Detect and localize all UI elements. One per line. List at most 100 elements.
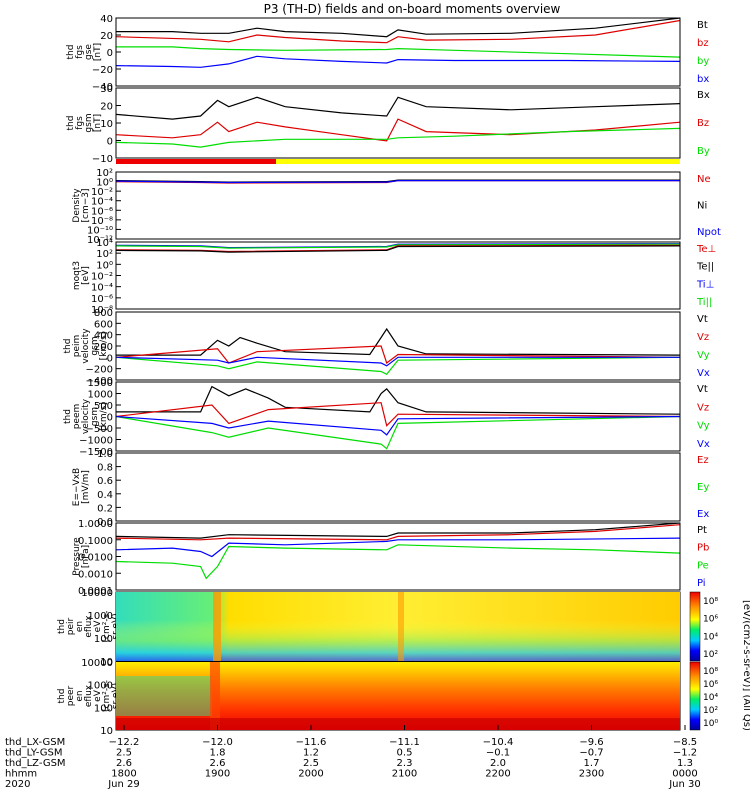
y-tick-label: 0: [107, 48, 113, 59]
legend-entry: Pi: [697, 578, 706, 589]
y-tick-label: 0.0100: [78, 553, 113, 564]
y-tick-label: 30: [100, 84, 113, 95]
legend-entry: Ti⊥: [696, 279, 714, 290]
x-row-value: −11.6: [296, 737, 327, 748]
y-tick-label: 10⁻⁶: [91, 206, 113, 217]
legend-entry: Te||: [696, 262, 714, 273]
legend-entry: Ez: [697, 455, 709, 466]
y-axis-label: thd peem velocity gsm [km/s]: [63, 398, 109, 434]
y-axis-label-line: thd: [63, 339, 73, 354]
x-row-value: Jun 29: [107, 779, 140, 790]
colorbar-label: [eV/(cm2-s-sr-eV)] (All Qs): [741, 600, 750, 731]
legend-entry: Te⊥: [696, 244, 716, 255]
x-row-value: 2.6: [210, 758, 226, 769]
y-tick-label: 0.1000: [78, 536, 113, 547]
y-axis-label-line: gsm: [90, 407, 100, 426]
y-tick-label: −1500: [79, 447, 113, 458]
x-row-value: 2000: [298, 769, 323, 780]
colorbar-tick-label: 10⁸: [703, 667, 718, 677]
y-tick-label: 20: [100, 102, 113, 113]
series-line-black: [116, 17, 681, 38]
series-line-black: [115, 96, 681, 120]
y-axis-label-line: [cm−3]: [81, 188, 91, 222]
y-axis-label-line: en: [75, 690, 85, 701]
panel-2: 30 20 10 0 −10 thd fgs gsm [nT] Bx Bz By: [66, 84, 710, 165]
electron-spectrogram: [116, 662, 680, 730]
legend-entry: Npot: [697, 227, 721, 238]
x-row-value: 2200: [485, 769, 510, 780]
y-axis-label-line: [eV]: [81, 266, 91, 285]
y-axis-label-line: thd: [63, 409, 73, 424]
x-row-value: Jun 30: [668, 779, 701, 790]
y-axis-label: Density [cm−3]: [72, 188, 91, 223]
legend-entry: Ne: [697, 174, 711, 185]
electron-spectrogram-bottom-band: [116, 718, 680, 730]
colorbar-ion: [689, 591, 701, 662]
legend-entry: Vz: [697, 332, 709, 343]
legend-entry: Bx: [697, 90, 710, 101]
legend-entry: Pt: [697, 525, 707, 536]
y-tick-label: 10⁻⁴: [91, 197, 113, 208]
series-line-green: [115, 243, 681, 249]
electron-spectrogram-early-region: [116, 676, 212, 716]
y-tick-label: 800: [94, 308, 113, 319]
y-tick-label: 0.0: [97, 517, 113, 528]
panel-frame: [115, 452, 681, 522]
y-axis-label-line: [mV/m]: [81, 470, 91, 504]
y-tick-label: 1000: [88, 390, 113, 401]
series-line-blue: [115, 55, 681, 68]
y-tick-label: 500: [94, 401, 113, 412]
y-axis-label-line: peim: [72, 335, 82, 358]
y-tick-label: 10000: [81, 658, 113, 669]
x-row-value: −8.5: [673, 737, 697, 748]
y-tick-label: 0.8: [97, 463, 113, 474]
x-row-label: 2020: [5, 779, 30, 790]
y-tick-label: −500: [86, 424, 113, 435]
series-line-red: [115, 524, 681, 541]
series-line-black: [116, 327, 681, 356]
series-line-blue: [115, 537, 681, 558]
panel-1: 40 20 0 −20 −40 thd fgs gse [nT] Bt bz by bx: [66, 14, 709, 93]
x-row-value: −9.6: [579, 737, 603, 748]
colorbars: [eV/(cm2-s-sr-eV)] (All Qs): [689, 591, 750, 731]
y-tick-label: 0: [107, 137, 113, 148]
y-axis-label-line: eflux: [84, 615, 94, 638]
y-axis-label-line: [km/s]: [99, 332, 109, 361]
y-axis-label-line: eV: [93, 689, 103, 702]
y-tick-label: −400: [86, 376, 113, 387]
y-axis-label-line: Density: [72, 188, 82, 223]
colorbar-tick-label: 10²: [703, 706, 718, 716]
panel-8: 1.0000 0.1000 0.0100 0.0010 0.0001 Pressure [n…: [72, 519, 709, 597]
time-bar-red-segment: [116, 159, 276, 164]
x-row-value: 0000: [672, 769, 697, 780]
legend-entry: Vt: [697, 384, 708, 395]
y-tick-label: 400: [94, 331, 113, 342]
x-row-value: 1.2: [303, 748, 319, 759]
legend-entry: Bz: [697, 118, 709, 129]
y-tick-label: 20: [100, 31, 113, 42]
y-axis-label-line: thd: [57, 619, 67, 634]
x-row-value: 2.0: [490, 758, 506, 769]
legend-entry: Ex: [697, 509, 709, 520]
y-axis-label-line: thd: [66, 116, 76, 131]
ion-spectrogram-event-stripe-2: [398, 592, 404, 661]
electron-spectrogram-event-stripe: [210, 662, 220, 730]
y-tick-label: 10²: [96, 249, 113, 260]
legend-entry: Bt: [697, 20, 708, 31]
y-axis-label: thd peim velocity gsm [km/s]: [63, 328, 109, 364]
legend-entry: Vx: [697, 368, 710, 379]
y-axis-label-line: fgs: [75, 45, 85, 59]
y-tick-label: 1.0: [97, 449, 113, 460]
y-axis-label-line: fgs: [75, 116, 85, 130]
y-axis-label-line: (cm²-s-: [102, 680, 112, 712]
y-axis-label-line: eV: [93, 620, 103, 633]
y-axis-label: thd fgs gse [nT]: [66, 43, 103, 61]
y-axis-label-line: thd: [57, 689, 67, 704]
x-row-value: 2.3: [397, 758, 413, 769]
y-tick-label: 0.2: [97, 503, 113, 514]
y-tick-label: 100: [94, 634, 113, 645]
